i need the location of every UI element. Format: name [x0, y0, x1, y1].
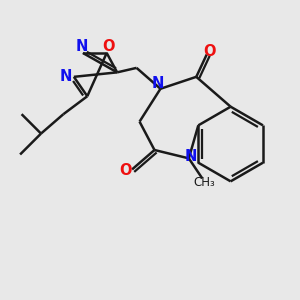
- Text: N: N: [152, 76, 164, 91]
- Text: N: N: [59, 69, 72, 84]
- Text: CH₃: CH₃: [193, 176, 214, 189]
- Text: O: O: [203, 44, 216, 59]
- Text: N: N: [75, 39, 88, 54]
- Text: N: N: [184, 149, 196, 164]
- Text: O: O: [102, 40, 114, 55]
- Text: O: O: [119, 164, 132, 178]
